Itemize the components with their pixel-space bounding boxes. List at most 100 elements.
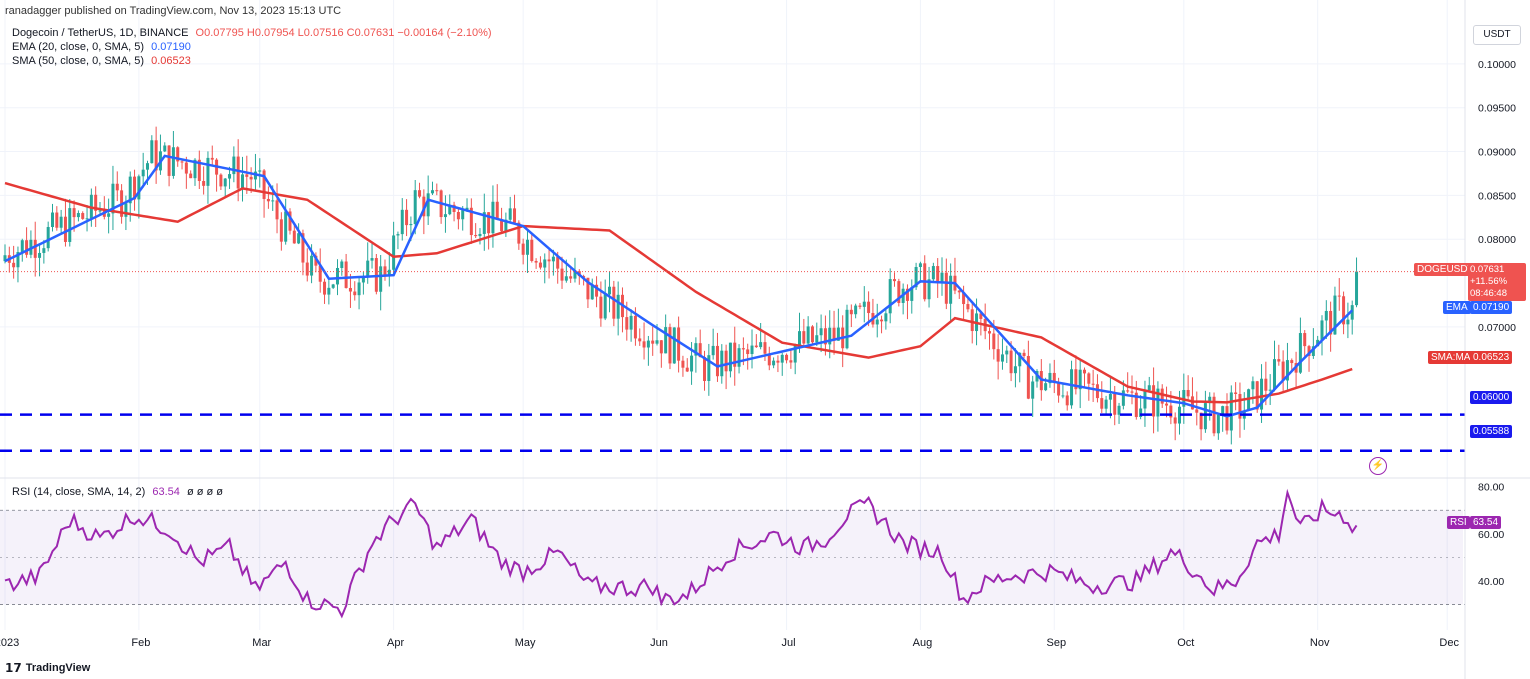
candle-body	[387, 269, 391, 275]
candle-body	[681, 360, 685, 368]
candle-body	[703, 357, 707, 381]
sma-tag-label: SMA:MA	[1428, 351, 1474, 364]
candle-body	[556, 256, 560, 269]
currency-button[interactable]: USDT	[1473, 25, 1521, 45]
candle-body	[413, 190, 417, 225]
rsi-legend-value: 63.54	[152, 486, 180, 498]
candle-body	[42, 248, 46, 253]
candle-body	[1169, 405, 1173, 418]
candle-body	[1018, 352, 1022, 367]
candle-body	[525, 239, 529, 255]
candle-body	[59, 216, 63, 228]
ema-20-line	[4, 154, 1354, 418]
candle-body	[530, 239, 534, 261]
candle-body	[76, 213, 80, 218]
candle-body	[551, 256, 555, 262]
candle-body	[560, 268, 564, 281]
candle-body	[340, 261, 344, 268]
candle-body	[232, 156, 236, 175]
candle-body	[1113, 394, 1117, 415]
candle-body	[98, 210, 102, 212]
candle-body	[258, 170, 262, 172]
candle-body	[279, 219, 283, 242]
candle-body	[1130, 391, 1134, 393]
candle-body	[1251, 381, 1255, 390]
candle-body	[63, 216, 67, 242]
time-axis-label: Dec	[1439, 637, 1459, 649]
candle-body	[327, 287, 331, 295]
candle-body	[81, 213, 85, 219]
candle-body	[487, 212, 491, 234]
time-axis-label: May	[515, 637, 536, 649]
candle-body	[55, 212, 59, 228]
time-axis-label: Nov	[1310, 637, 1330, 649]
sma-50-line	[4, 181, 1353, 404]
ema-legend[interactable]: EMA (20, close, 0, SMA, 5) 0.07190	[12, 41, 191, 53]
candle-body	[646, 340, 650, 348]
candle-body	[1216, 414, 1220, 434]
ema-tag-value: 0.07190	[1470, 301, 1513, 314]
candle-body	[1100, 398, 1104, 409]
candle-body	[569, 276, 573, 279]
candle-body	[50, 212, 54, 228]
sma-legend-label: SMA (50, close, 0, SMA, 5)	[12, 55, 145, 67]
candle-body	[452, 204, 456, 213]
candle-body	[543, 259, 547, 268]
candle-body	[189, 173, 193, 179]
candle-body	[1134, 392, 1138, 417]
candle-body	[1052, 372, 1056, 383]
candle-body	[616, 294, 620, 319]
candle-body	[1074, 369, 1078, 390]
candle-body	[1152, 385, 1156, 417]
candle-body	[1044, 383, 1048, 391]
candle-body	[240, 174, 244, 189]
candle-body	[1272, 359, 1276, 390]
candle-body	[245, 174, 249, 177]
indicator-lines	[0, 154, 1465, 418]
candle-body	[854, 305, 858, 315]
sma-tag-value: 0.06523	[1470, 351, 1513, 364]
candle-body	[366, 260, 370, 277]
rsi-line	[4, 488, 1358, 619]
candle-body	[1255, 381, 1259, 410]
candle-body	[685, 367, 689, 372]
candle-body	[996, 349, 1000, 362]
candle-body	[1303, 333, 1307, 347]
candle-body	[266, 198, 270, 202]
candle-body	[724, 350, 728, 372]
candle-body	[897, 281, 901, 303]
candle-body	[1324, 310, 1328, 321]
sma-legend[interactable]: SMA (50, close, 0, SMA, 5) 0.06523	[12, 55, 191, 67]
footer-brand-text: TradingView	[25, 662, 91, 674]
candle-body	[949, 275, 953, 304]
candle-body	[521, 243, 525, 255]
lightning-icon[interactable]: ⚡	[1369, 457, 1387, 475]
candle-body	[823, 328, 827, 345]
candle-body	[206, 157, 210, 186]
candle-body	[754, 345, 758, 348]
candle-body	[1281, 361, 1285, 381]
symbol-legend[interactable]: Dogecoin / TetherUS, 1D, BINANCE O0.0779…	[12, 27, 492, 39]
candle-body	[806, 326, 810, 344]
candle-body	[1195, 409, 1199, 413]
candle-body	[1234, 392, 1238, 394]
candle-body	[1156, 388, 1160, 417]
published-line: ranadagger published on TradingView.com,…	[5, 5, 342, 17]
candle-body	[430, 190, 434, 194]
time-axis-label: Oct	[1177, 637, 1194, 649]
footer-brand[interactable]: 𝟭𝟳 TradingView	[5, 661, 90, 675]
candle-body	[737, 348, 741, 367]
candle-body	[862, 301, 866, 307]
candle-body	[772, 360, 776, 366]
rsi-legend[interactable]: RSI (14, close, SMA, 14, 2) 63.54 ø ø ø …	[12, 486, 223, 498]
symbol-price-tag: DOGEUSDT	[1414, 263, 1477, 276]
candle-body	[664, 327, 668, 354]
candle-body	[668, 327, 672, 364]
candle-body	[608, 286, 612, 295]
candle-body	[1350, 305, 1354, 320]
candle-body	[992, 333, 996, 350]
candle-body	[880, 319, 884, 322]
candle-body	[1190, 396, 1194, 410]
rsi-axis-label: 60.00	[1478, 529, 1504, 541]
